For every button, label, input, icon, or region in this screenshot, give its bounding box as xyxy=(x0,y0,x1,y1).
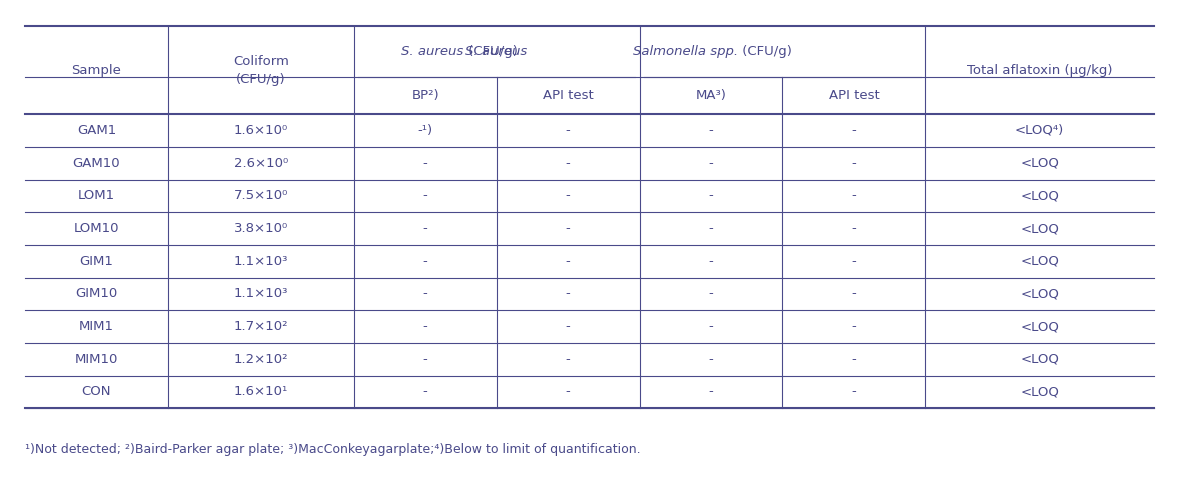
Text: -: - xyxy=(566,189,571,202)
Text: S. aureus (CFU/g): S. aureus (CFU/g) xyxy=(439,45,554,58)
Text: 1.1×10³: 1.1×10³ xyxy=(233,255,288,268)
Text: -: - xyxy=(709,287,713,300)
Text: -: - xyxy=(423,255,428,268)
Text: 1.1×10³: 1.1×10³ xyxy=(233,287,288,300)
Text: -: - xyxy=(851,222,856,235)
Text: -: - xyxy=(423,189,428,202)
Text: -: - xyxy=(709,189,713,202)
Text: LOM10: LOM10 xyxy=(73,222,119,235)
Text: -¹): -¹) xyxy=(417,124,433,137)
Text: -: - xyxy=(423,386,428,398)
Text: <LOQ: <LOQ xyxy=(1020,320,1059,333)
Text: -: - xyxy=(851,353,856,366)
Text: -: - xyxy=(851,157,856,170)
Text: API test: API test xyxy=(829,89,880,102)
Text: -: - xyxy=(709,320,713,333)
Text: <LOQ: <LOQ xyxy=(1020,255,1059,268)
Text: <LOQ: <LOQ xyxy=(1020,353,1059,366)
Text: -: - xyxy=(709,124,713,137)
Text: -: - xyxy=(709,353,713,366)
Text: -: - xyxy=(851,124,856,137)
Text: <LOQ: <LOQ xyxy=(1020,386,1059,398)
Text: -: - xyxy=(423,320,428,333)
Text: -: - xyxy=(851,287,856,300)
Text: MIM1: MIM1 xyxy=(79,320,114,333)
Text: -: - xyxy=(423,287,428,300)
Text: 2.6×10⁰: 2.6×10⁰ xyxy=(233,157,288,170)
Text: -: - xyxy=(851,189,856,202)
Text: S. aureus: S. aureus xyxy=(466,45,528,58)
Text: <LOQ: <LOQ xyxy=(1020,287,1059,300)
Text: S. aureus: S. aureus xyxy=(401,45,463,58)
Text: CON: CON xyxy=(81,386,111,398)
Text: -: - xyxy=(851,255,856,268)
Text: <LOQ⁴): <LOQ⁴) xyxy=(1015,124,1065,137)
Text: <LOQ: <LOQ xyxy=(1020,189,1059,202)
Text: (CFU/g): (CFU/g) xyxy=(463,45,518,58)
Text: 1.6×10¹: 1.6×10¹ xyxy=(233,386,288,398)
Text: -: - xyxy=(423,222,428,235)
Text: -: - xyxy=(566,287,571,300)
Text: BP²): BP²) xyxy=(411,89,439,102)
Text: 7.5×10⁰: 7.5×10⁰ xyxy=(233,189,288,202)
Text: -: - xyxy=(851,386,856,398)
Text: <LOQ: <LOQ xyxy=(1020,157,1059,170)
Text: -: - xyxy=(709,386,713,398)
Text: GAM1: GAM1 xyxy=(77,124,116,137)
Text: -: - xyxy=(851,320,856,333)
Text: GIM1: GIM1 xyxy=(79,255,113,268)
Text: Coliform
(CFU/g): Coliform (CFU/g) xyxy=(232,55,289,85)
Text: ¹)Not detected; ²)Baird-Parker agar plate; ³)MacConkeyagarplate;⁴)Below to limit: ¹)Not detected; ²)Baird-Parker agar plat… xyxy=(25,443,640,456)
Text: GIM10: GIM10 xyxy=(75,287,118,300)
Text: <LOQ: <LOQ xyxy=(1020,222,1059,235)
Text: -: - xyxy=(423,157,428,170)
Text: -: - xyxy=(566,157,571,170)
Text: 3.8×10⁰: 3.8×10⁰ xyxy=(233,222,288,235)
Text: Salmonella spp.: Salmonella spp. xyxy=(633,45,738,58)
Text: -: - xyxy=(566,255,571,268)
Text: API test: API test xyxy=(542,89,593,102)
Text: -: - xyxy=(423,353,428,366)
Text: GAM10: GAM10 xyxy=(73,157,120,170)
Text: 1.7×10²: 1.7×10² xyxy=(233,320,288,333)
Text: Sample: Sample xyxy=(72,64,121,76)
Text: -: - xyxy=(566,320,571,333)
Text: -: - xyxy=(566,386,571,398)
Text: LOM1: LOM1 xyxy=(78,189,114,202)
Text: -: - xyxy=(709,255,713,268)
Text: Total aflatoxin (μg/kg): Total aflatoxin (μg/kg) xyxy=(967,64,1113,76)
Text: (CFU/g): (CFU/g) xyxy=(738,45,791,58)
Text: -: - xyxy=(709,222,713,235)
Text: 1.2×10²: 1.2×10² xyxy=(233,353,288,366)
Text: -: - xyxy=(566,222,571,235)
Text: 1.6×10⁰: 1.6×10⁰ xyxy=(233,124,288,137)
Text: -: - xyxy=(709,157,713,170)
Text: MA³): MA³) xyxy=(696,89,726,102)
Text: -: - xyxy=(566,124,571,137)
Text: -: - xyxy=(566,353,571,366)
Text: MIM10: MIM10 xyxy=(74,353,118,366)
